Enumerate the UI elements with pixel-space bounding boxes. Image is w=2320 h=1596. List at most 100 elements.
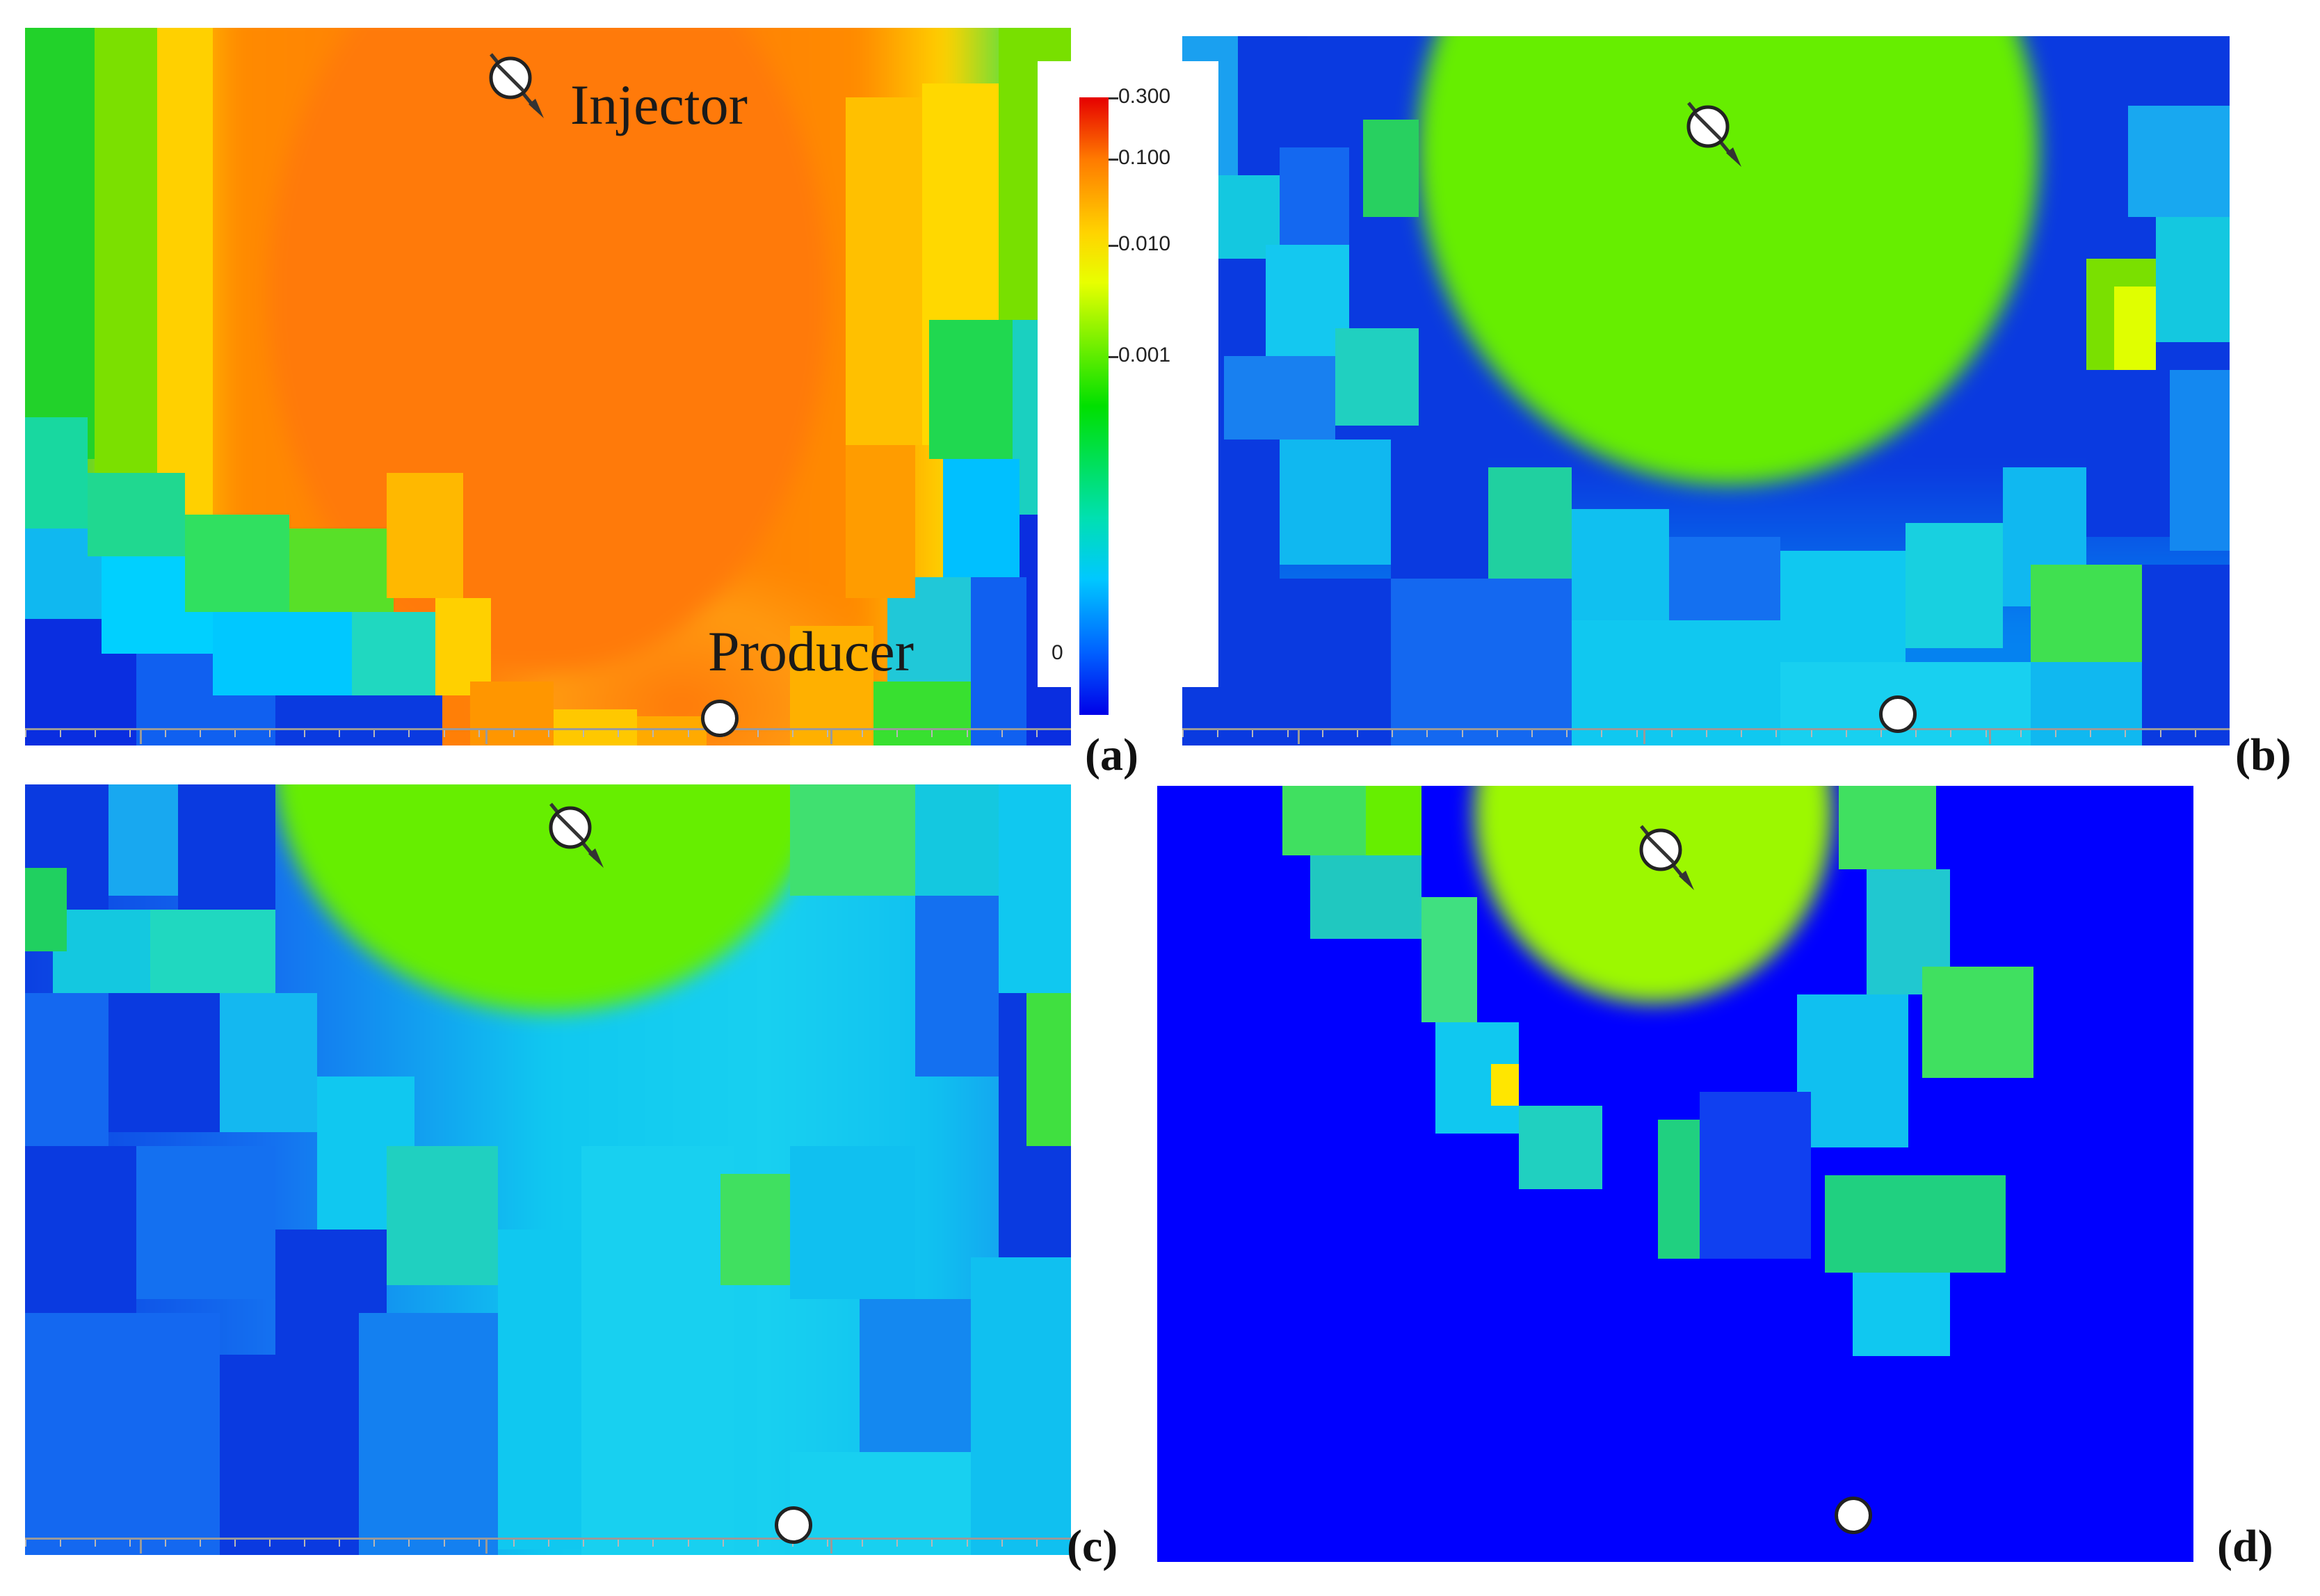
panel-label-b: (b) — [2235, 730, 2291, 780]
axis-minor-tick — [1706, 730, 1707, 737]
axis-minor-tick — [408, 1540, 410, 1547]
axis-minor-tick — [478, 730, 480, 737]
axis-minor-tick — [2194, 730, 2196, 737]
axis-minor-tick — [862, 1540, 864, 1547]
axis-minor-tick — [1880, 730, 1882, 737]
axis-tick — [830, 1540, 833, 1554]
axis-minor-tick — [1036, 730, 1038, 737]
axis-minor-tick — [304, 730, 306, 737]
colorbar-label-0010: 0.010 — [1118, 232, 1171, 255]
panel-label-c: (c) — [1067, 1521, 1118, 1572]
axis-tick — [140, 1540, 143, 1554]
axis-minor-tick — [896, 1540, 899, 1547]
axis-tick — [830, 730, 833, 744]
axis-minor-tick — [827, 1540, 829, 1547]
axis-minor-tick — [2159, 730, 2161, 737]
axis-minor-tick — [966, 730, 968, 737]
axis-minor-tick — [1357, 730, 1358, 737]
colorbar-label-0001: 0.001 — [1118, 344, 1171, 366]
axis-minor-tick — [1461, 730, 1463, 737]
producer-label: Producer — [708, 620, 915, 683]
panel-b-cells — [1182, 36, 2230, 745]
axis-minor-tick — [1252, 730, 1254, 737]
axis-minor-tick — [339, 1540, 341, 1547]
axis-minor-tick — [896, 730, 899, 737]
axis-tick — [485, 730, 488, 744]
injector-well-icon — [489, 53, 544, 118]
axis-minor-tick — [234, 1540, 236, 1547]
axis-minor-tick — [164, 730, 166, 737]
axis-minor-tick — [268, 1540, 271, 1547]
panel-d-cells — [1282, 786, 2033, 1356]
injector-well-icon — [549, 803, 604, 868]
axis-minor-tick — [548, 730, 549, 737]
axis-minor-tick — [164, 1540, 166, 1547]
axis-tick — [485, 1540, 488, 1554]
axis-minor-tick — [2125, 730, 2127, 737]
axis-minor-tick — [618, 1540, 620, 1547]
panel-c-axis — [25, 1538, 1071, 1555]
colorbar: 0.300 0.100 0.010 0.001 0 — [1038, 61, 1218, 715]
axis-minor-tick — [1001, 1540, 1003, 1547]
axis-minor-tick — [757, 730, 759, 737]
axis-minor-tick — [373, 1540, 376, 1547]
panel-a-cells — [25, 28, 1071, 745]
axis-minor-tick — [1601, 730, 1603, 737]
axis-minor-tick — [234, 730, 236, 737]
panel-a — [25, 28, 1071, 745]
axis-minor-tick — [652, 730, 654, 737]
axis-minor-tick — [1566, 730, 1568, 737]
axis-minor-tick — [1321, 730, 1323, 737]
axis-minor-tick — [443, 1540, 445, 1547]
axis-minor-tick — [25, 730, 26, 737]
axis-minor-tick — [757, 1540, 759, 1547]
axis-minor-tick — [1775, 730, 1778, 737]
injector-well-icon — [1639, 825, 1694, 890]
axis-minor-tick — [408, 730, 410, 737]
axis-minor-tick — [60, 730, 62, 737]
axis-minor-tick — [95, 730, 97, 737]
panel-c-cells — [25, 784, 1071, 1555]
axis-minor-tick — [513, 730, 515, 737]
panel-b-axis — [1182, 728, 2230, 745]
axis-minor-tick — [722, 1540, 724, 1547]
colorbar-label-0300: 0.300 — [1118, 85, 1171, 108]
axis-minor-tick — [1392, 730, 1394, 737]
panel-label-a: (a) — [1085, 730, 1138, 780]
axis-minor-tick — [129, 730, 131, 737]
axis-minor-tick — [791, 730, 794, 737]
axis-tick — [140, 730, 143, 744]
colorbar-tick — [1109, 356, 1118, 358]
axis-minor-tick — [931, 730, 933, 737]
axis-minor-tick — [268, 730, 271, 737]
axis-minor-tick — [652, 1540, 654, 1547]
axis-minor-tick — [1636, 730, 1638, 737]
axis-minor-tick — [1670, 730, 1673, 737]
axis-minor-tick — [25, 1540, 26, 1547]
axis-minor-tick — [199, 730, 201, 737]
axis-tick — [1988, 730, 1991, 744]
axis-minor-tick — [513, 1540, 515, 1547]
axis-tick — [1643, 730, 1645, 744]
axis-minor-tick — [1531, 730, 1533, 737]
axis-minor-tick — [1810, 730, 1812, 737]
colorbar-tick — [1109, 97, 1118, 99]
axis-minor-tick — [1287, 730, 1289, 737]
producer-well-icon — [1879, 695, 1917, 733]
axis-minor-tick — [339, 730, 341, 737]
axis-minor-tick — [373, 730, 376, 737]
colorbar-label-0100: 0.100 — [1118, 146, 1171, 169]
producer-well-icon — [1835, 1497, 1872, 1534]
axis-minor-tick — [60, 1540, 62, 1547]
axis-minor-tick — [1950, 730, 1952, 737]
axis-minor-tick — [583, 730, 585, 737]
axis-minor-tick — [1741, 730, 1743, 737]
axis-minor-tick — [1182, 730, 1184, 737]
producer-well-icon — [701, 700, 739, 737]
axis-minor-tick — [618, 730, 620, 737]
axis-minor-tick — [1985, 730, 1987, 737]
axis-minor-tick — [1426, 730, 1428, 737]
axis-minor-tick — [862, 730, 864, 737]
panel-label-d: (d) — [2217, 1521, 2273, 1572]
axis-minor-tick — [95, 1540, 97, 1547]
